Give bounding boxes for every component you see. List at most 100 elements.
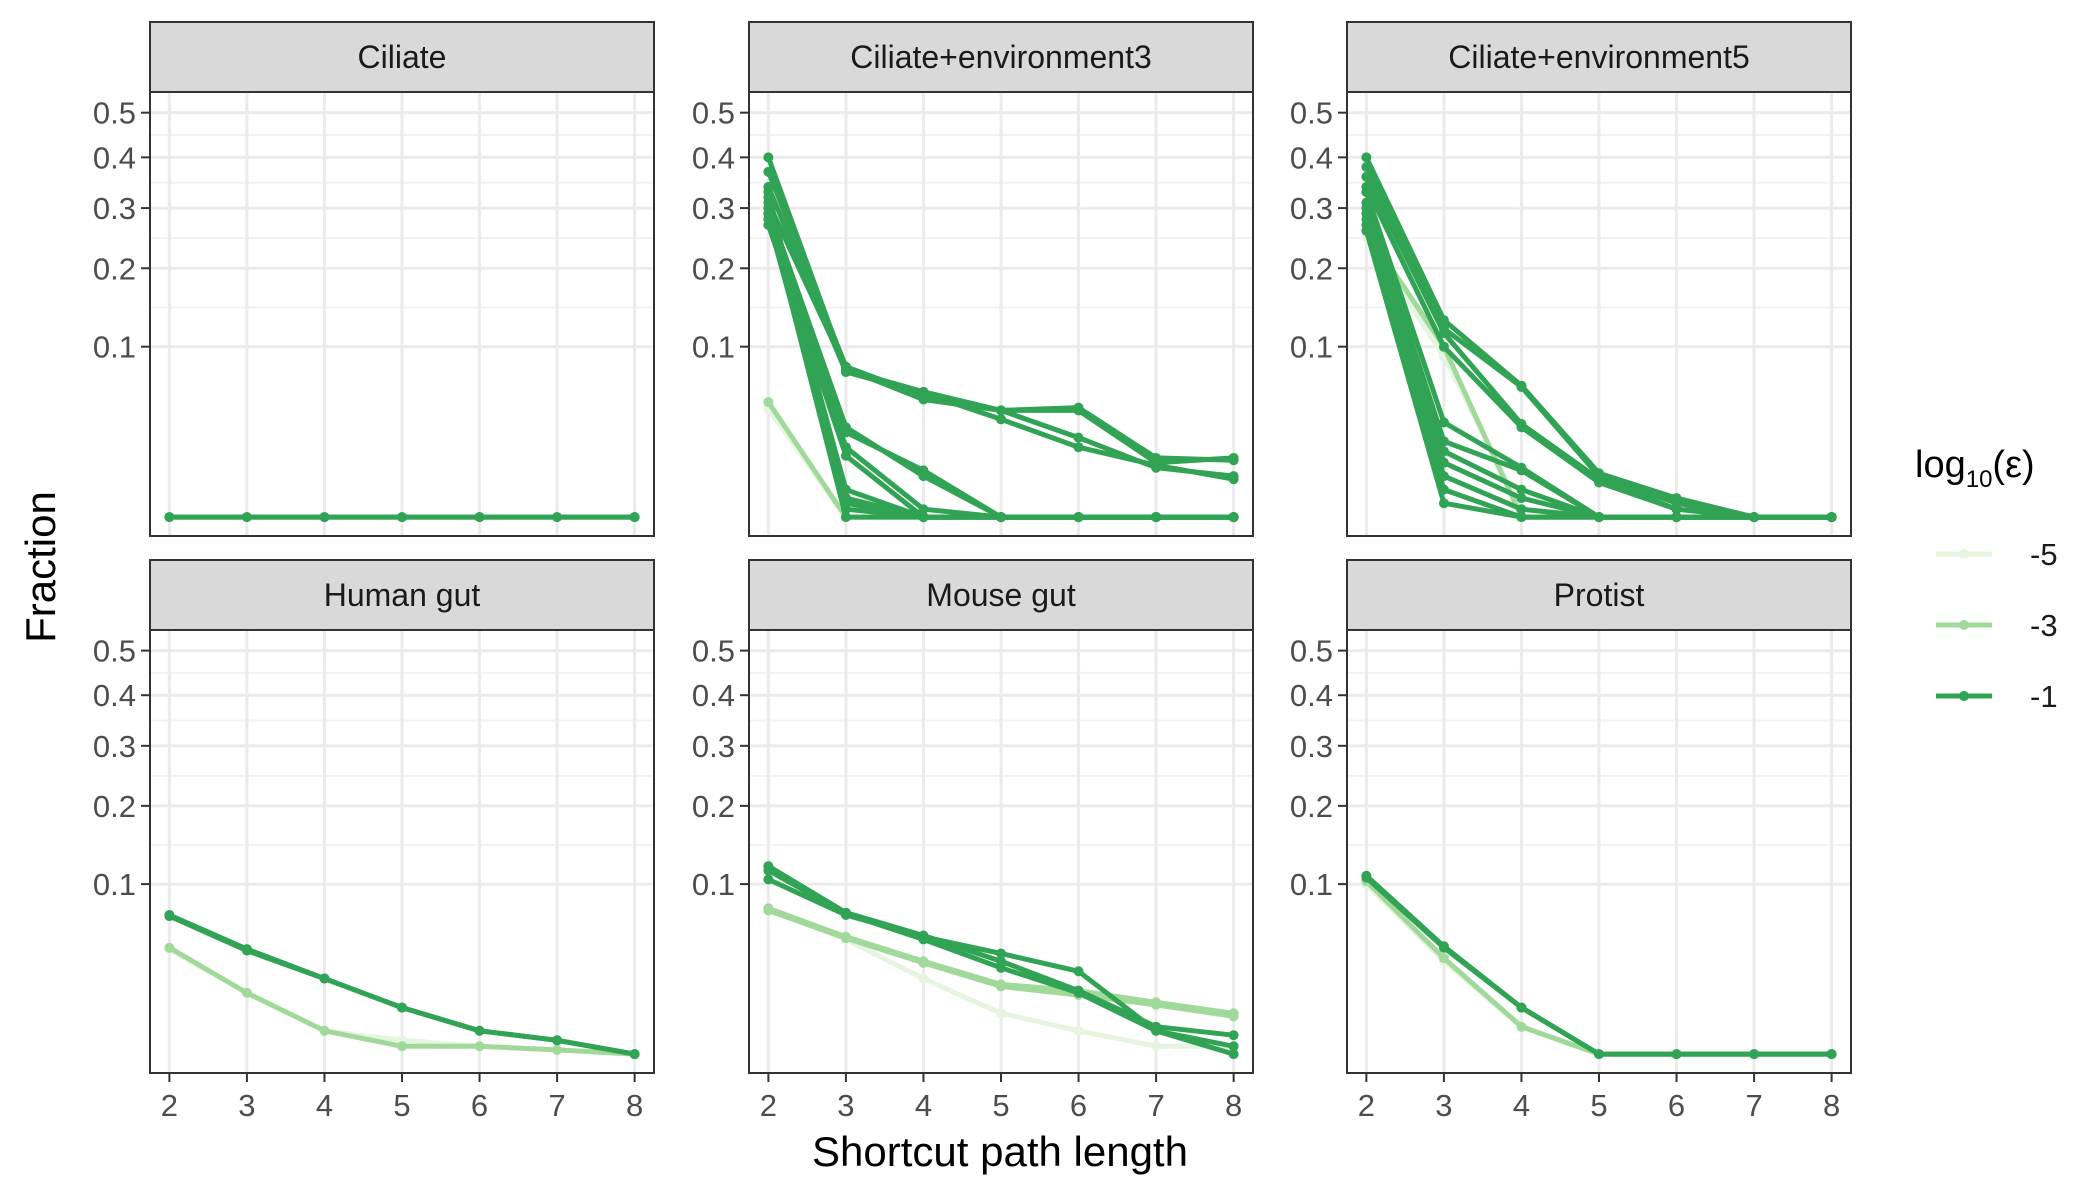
data-point [1594,512,1604,523]
data-point [1361,225,1372,236]
y-tick-label: 0.3 [692,191,735,226]
data-point [763,865,774,876]
y-tick-label: 0.5 [692,96,735,131]
data-point [918,957,929,968]
data-point [397,1041,407,1052]
x-tick-label: 2 [1358,1088,1375,1123]
panel-title: Mouse gut [926,577,1076,613]
data-point [1073,987,1084,998]
x-tick-label: 3 [238,1088,255,1123]
panel: Ciliate+environment5 0.1 0.2 0.3 0.4 0.5 [1290,21,1852,537]
y-tick-label: 0.5 [692,634,735,669]
x-tick-label: 5 [393,1088,410,1123]
data-point [763,166,774,177]
data-point [319,1025,330,1036]
data-point [1749,1049,1760,1060]
legend-title: log10(ε) [1915,444,2035,493]
x-axis-title: Shortcut path length [812,1128,1188,1175]
data-point [996,1008,1006,1019]
data-point [763,905,774,916]
data-point [474,1025,485,1036]
data-point [164,911,175,922]
data-point [1516,1021,1527,1032]
data-point [629,1049,640,1060]
data-point [474,512,485,523]
legend-item: -5 [1936,537,2058,572]
legend-title-rest: (ε) [1992,444,2034,486]
data-point [1516,504,1527,515]
data-point [918,512,929,523]
panel-strip [1346,559,1852,631]
data-point [552,1044,563,1055]
data-point [552,512,563,523]
panels-layer: Ciliate 0.1 0.2 0.3 0.4 0.5 Ciliate+environmen… [93,21,1852,1123]
legend-items: -5 -3 -1 [1936,537,2058,714]
data-point [1438,942,1449,953]
x-tick-label: 4 [1513,1088,1530,1123]
data-point [840,933,851,944]
panel-border [748,91,1254,537]
x-tick-label: 7 [548,1088,565,1123]
panel-title: Human gut [324,577,481,613]
data-point [1516,512,1527,523]
x-tick-label: 2 [760,1088,777,1123]
data-point [1361,152,1372,163]
data-point [319,973,330,984]
data-point [1516,381,1527,392]
x-tick-label: 7 [1745,1088,1762,1123]
data-point [1438,953,1449,964]
y-tick-label: 0.3 [1290,191,1333,226]
y-tick-label: 0.3 [93,191,136,226]
data-point [763,397,774,408]
y-axis-title: Fraction [17,491,64,643]
y-tick-label: 0.2 [1290,251,1333,286]
x-tick-label: 6 [1070,1088,1087,1123]
y-tick-label: 0.5 [93,634,136,669]
x-tick-label: 4 [316,1088,333,1123]
data-point [1073,402,1084,413]
data-point [1228,455,1239,466]
panel-title: Ciliate [358,39,447,75]
data-point [763,187,774,198]
legend-title-subscript: 10 [1966,466,1993,493]
panel: Ciliate 0.1 0.2 0.3 0.4 0.5 [93,21,655,537]
data-point [1671,504,1682,515]
panel-border [149,91,655,537]
x-tick-label: 3 [1435,1088,1452,1123]
data-point [1594,477,1604,488]
y-tick-label: 0.1 [93,330,136,365]
data-point [1228,1030,1239,1041]
data-point [1073,432,1084,443]
data-point [1438,498,1449,509]
y-tick-label: 0.3 [1290,729,1333,764]
data-point [763,874,774,885]
data-point [1073,966,1084,977]
data-point [1151,462,1162,473]
y-tick-label: 0.5 [1290,634,1333,669]
data-point [918,394,929,405]
y-tick-label: 0.2 [1290,789,1333,824]
y-tick-label: 0.5 [93,96,136,131]
legend-title-main: log [1915,444,1966,486]
y-tick-label: 0.3 [93,729,136,764]
y-tick-label: 0.4 [93,140,136,175]
data-point [1228,1049,1239,1060]
data-point [1151,1025,1162,1036]
data-point [1151,512,1162,523]
data-point [996,512,1006,523]
y-tick-label: 0.4 [692,678,735,713]
x-tick-label: 5 [992,1088,1009,1123]
data-point [1438,327,1449,338]
data-point [1151,452,1162,463]
y-tick-label: 0.4 [1290,678,1333,713]
data-point [1073,442,1084,453]
data-point [996,981,1006,992]
legend-key-point [1959,620,1969,630]
x-tick-label: 6 [471,1088,488,1123]
panel-title: Ciliate+environment3 [850,39,1152,75]
legend-label: -5 [2030,537,2058,572]
data-point [1151,999,1162,1010]
data-point [996,962,1006,973]
data-point [1073,1025,1084,1036]
data-point [1516,493,1527,504]
